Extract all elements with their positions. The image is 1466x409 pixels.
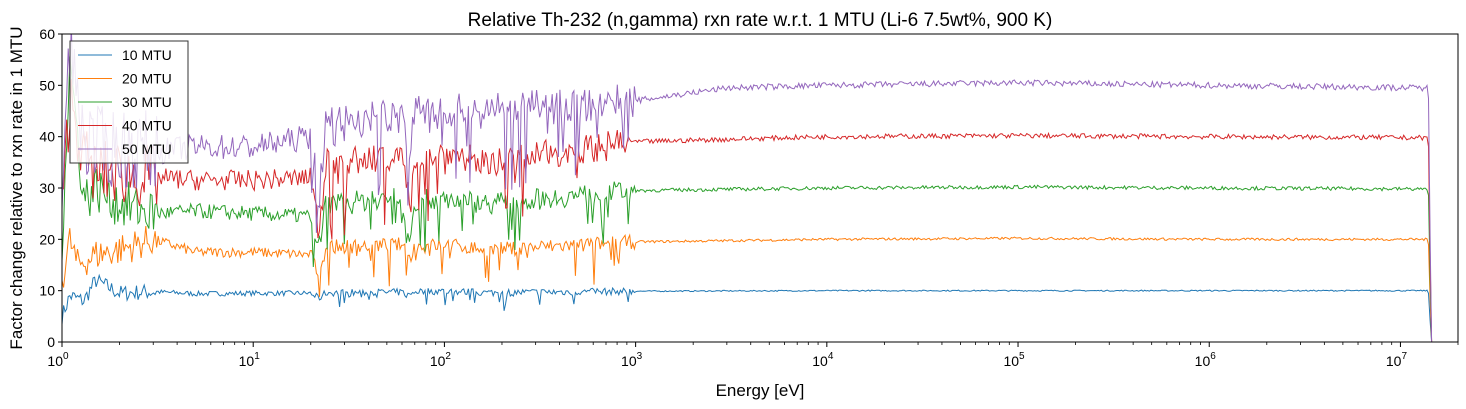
series-line-4 [62,78,1458,342]
y-tick-label: 20 [39,231,55,247]
x-tick-label: 107 [1386,351,1408,369]
chart-title: Relative Th-232 (n,gamma) rxn rate w.r.t… [468,10,1053,31]
series-line-1 [62,273,1458,342]
x-tick-label: 105 [1003,351,1025,369]
series-layer [62,34,1458,342]
y-tick-label: 30 [39,180,55,196]
y-tick-label: 10 [39,283,55,299]
y-tick-label: 50 [39,77,55,93]
y-axis-label: Factor change relative to rxn rate in 1 … [7,26,26,349]
y-tick-label: 0 [47,334,55,350]
x-tick-label: 100 [47,351,69,369]
y-tick-label: 60 [39,26,55,42]
x-tick-label: 103 [621,351,643,369]
plot-frame [61,33,1459,343]
x-tick-label: 106 [1195,351,1217,369]
series-line-5 [62,34,1458,342]
x-tick-label: 104 [812,351,834,369]
x-axis-label: Energy [eV] [716,381,805,400]
legend-label: 30 MTU [122,94,172,110]
legend-label: 20 MTU [122,71,172,87]
legend-label: 10 MTU [122,47,172,63]
legend: 10 MTU 20 MTU 30 MTU 40 MTU 50 MTU [69,40,189,164]
legend-label: 50 MTU [122,141,172,157]
series-line-3 [62,56,1458,342]
x-tick-label: 102 [430,351,452,369]
series-line-2 [62,226,1458,342]
axes-layer: 0 10 20 30 40 50 60 100 101 102 103 104 105 106 107 [39,26,1459,369]
legend-label: 40 MTU [122,118,172,134]
x-tick-label: 101 [239,351,261,369]
y-tick-label: 40 [39,129,55,145]
